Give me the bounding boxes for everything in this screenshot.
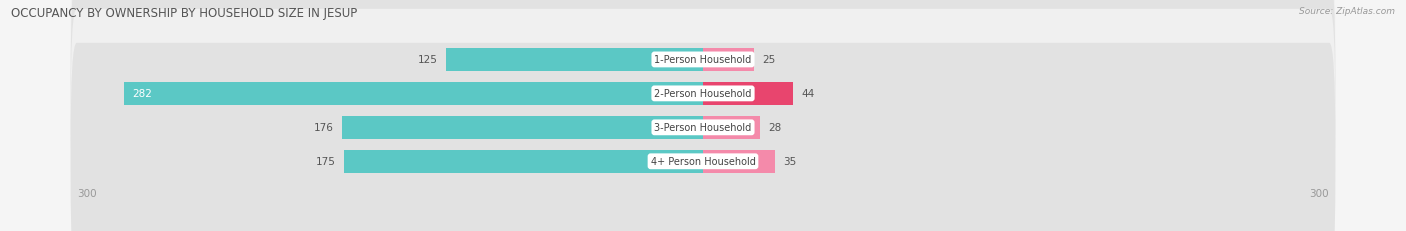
- FancyBboxPatch shape: [70, 10, 1336, 231]
- Bar: [703, 82, 793, 106]
- Bar: [343, 150, 703, 173]
- FancyBboxPatch shape: [70, 0, 1336, 212]
- FancyBboxPatch shape: [70, 0, 1336, 178]
- Text: 2-Person Household: 2-Person Household: [654, 89, 752, 99]
- Bar: [703, 150, 775, 173]
- Text: 44: 44: [801, 89, 815, 99]
- Bar: [342, 116, 703, 139]
- Text: 176: 176: [314, 123, 333, 133]
- Text: Source: ZipAtlas.com: Source: ZipAtlas.com: [1299, 7, 1395, 16]
- Text: OCCUPANCY BY OWNERSHIP BY HOUSEHOLD SIZE IN JESUP: OCCUPANCY BY OWNERSHIP BY HOUSEHOLD SIZE…: [11, 7, 357, 20]
- Bar: [703, 116, 761, 139]
- Text: 25: 25: [762, 55, 776, 65]
- Bar: [124, 82, 703, 106]
- Text: 125: 125: [418, 55, 439, 65]
- Text: 35: 35: [783, 157, 796, 167]
- Text: 1-Person Household: 1-Person Household: [654, 55, 752, 65]
- Text: 175: 175: [315, 157, 336, 167]
- FancyBboxPatch shape: [70, 44, 1336, 231]
- Bar: [446, 49, 703, 72]
- Text: 282: 282: [132, 89, 152, 99]
- Text: 3-Person Household: 3-Person Household: [654, 123, 752, 133]
- Text: 28: 28: [769, 123, 782, 133]
- Text: 4+ Person Household: 4+ Person Household: [651, 157, 755, 167]
- Bar: [703, 49, 755, 72]
